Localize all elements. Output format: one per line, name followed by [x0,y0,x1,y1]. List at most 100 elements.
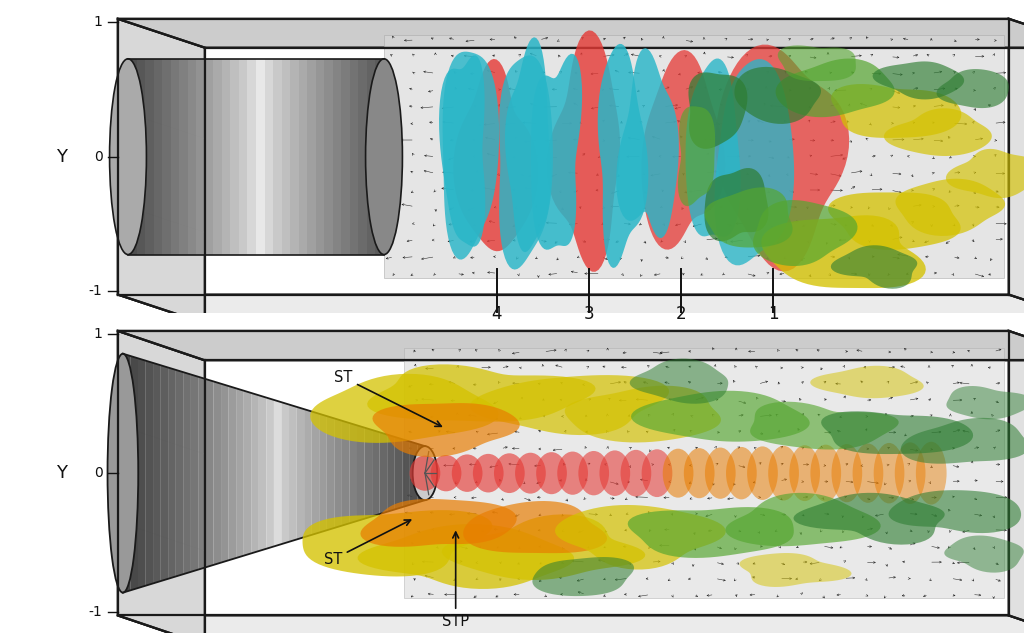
Polygon shape [794,493,945,544]
Bar [154,59,162,254]
Ellipse shape [915,442,946,505]
Polygon shape [565,385,721,442]
Polygon shape [183,372,190,574]
Bar [307,59,315,254]
Polygon shape [1009,331,1024,633]
Polygon shape [145,361,154,586]
Text: 1: 1 [93,327,102,341]
Polygon shape [118,331,205,633]
Polygon shape [454,59,538,251]
Polygon shape [395,437,402,510]
Polygon shape [311,411,319,535]
Polygon shape [372,430,380,517]
Bar [282,59,290,254]
Bar [367,59,376,254]
Bar [358,59,367,254]
Polygon shape [123,354,130,592]
Polygon shape [598,44,648,268]
Polygon shape [751,402,899,449]
Bar [197,59,205,254]
Polygon shape [531,54,582,250]
Ellipse shape [410,456,440,491]
Polygon shape [118,331,1024,360]
Ellipse shape [557,451,588,495]
Polygon shape [631,391,810,442]
Polygon shape [688,72,748,149]
Bar [222,59,230,254]
Text: -1: -1 [89,284,102,298]
Polygon shape [304,409,311,537]
Polygon shape [628,507,794,558]
Polygon shape [365,428,372,518]
Polygon shape [470,375,670,435]
Text: ST: ST [334,370,441,427]
Ellipse shape [452,454,482,492]
Bar [384,35,1004,278]
Polygon shape [357,524,574,589]
Polygon shape [901,418,1024,464]
Ellipse shape [768,446,799,501]
Bar [264,59,273,254]
Ellipse shape [599,451,630,496]
Polygon shape [274,400,282,546]
Polygon shape [302,510,493,577]
Bar [341,59,350,254]
Bar [290,59,299,254]
Polygon shape [282,402,289,544]
Polygon shape [251,393,259,553]
Polygon shape [442,515,645,580]
Polygon shape [547,30,620,272]
Polygon shape [118,294,1024,323]
Bar [239,59,248,254]
Ellipse shape [895,442,926,504]
Polygon shape [380,432,387,514]
Ellipse shape [579,451,609,496]
Polygon shape [705,168,768,241]
Polygon shape [259,395,266,551]
Polygon shape [778,46,856,81]
Polygon shape [716,45,849,272]
Ellipse shape [853,444,884,503]
Bar [205,59,213,254]
Polygon shape [297,407,304,539]
Ellipse shape [684,448,715,498]
Polygon shape [327,416,334,530]
Text: ST: ST [324,520,411,567]
Polygon shape [821,411,973,454]
Bar [273,59,282,254]
Ellipse shape [748,446,778,500]
Polygon shape [221,384,228,563]
Polygon shape [761,215,926,288]
Ellipse shape [473,454,504,492]
Polygon shape [753,200,857,266]
Polygon shape [725,493,881,546]
Polygon shape [439,55,485,247]
Bar [230,59,239,254]
Polygon shape [830,245,918,289]
Polygon shape [715,59,795,265]
Polygon shape [342,421,349,525]
Polygon shape [1009,19,1024,323]
Polygon shape [349,423,357,523]
Polygon shape [944,536,1024,573]
Ellipse shape [810,444,841,502]
Polygon shape [199,377,206,570]
Polygon shape [334,418,342,528]
Polygon shape [402,439,410,507]
Polygon shape [937,69,1009,108]
Bar [162,59,171,254]
Bar [187,59,197,254]
Polygon shape [463,501,607,553]
Polygon shape [373,403,520,457]
Text: 0: 0 [93,466,102,480]
Ellipse shape [494,453,524,493]
Polygon shape [505,37,551,252]
Text: 1: 1 [93,15,102,29]
Polygon shape [532,557,634,596]
Polygon shape [831,84,962,138]
Bar [315,59,325,254]
Bar [256,59,264,254]
Bar [171,59,179,254]
Polygon shape [244,391,251,556]
Polygon shape [190,375,199,572]
